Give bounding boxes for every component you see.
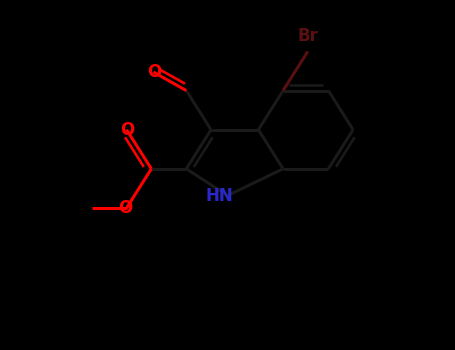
Text: O: O (119, 199, 133, 217)
Text: O: O (147, 63, 162, 81)
Text: Br: Br (298, 27, 318, 45)
Text: HN: HN (206, 187, 234, 205)
Text: O: O (121, 121, 135, 139)
